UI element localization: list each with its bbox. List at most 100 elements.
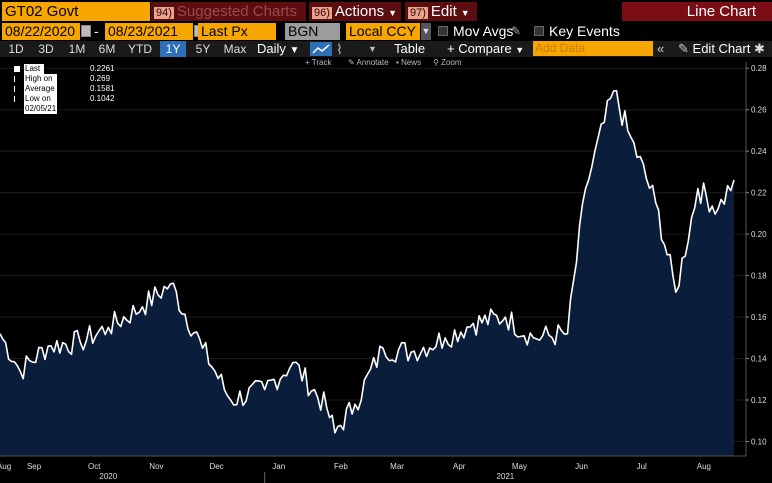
legend-swatch [14,66,20,72]
legend-average-marker-icon [14,86,21,92]
bar-chart-type-icon[interactable]: ⌇ [336,41,343,57]
y-tick-label: 0.26 [751,106,767,115]
key-events-label[interactable]: Key Events [549,23,620,39]
range-6m[interactable]: 6M [98,42,116,56]
track-label: Track [311,58,332,67]
y-tick-label: 0.24 [751,147,767,156]
pencil-icon: ✎ [678,41,689,56]
news-label: News [401,58,422,67]
start-date-field[interactable]: 08/22/2020 [2,23,80,40]
price-series-line [0,89,735,434]
edit-chart-button[interactable]: ✎ Edit Chart [678,41,750,57]
suggested-charts-label: Suggested Charts [176,3,297,20]
currency-dropdown-icon[interactable]: ▼ [421,23,431,40]
end-date-field[interactable]: 08/23/2021 [105,23,193,40]
key-events-checkbox[interactable] [534,26,544,36]
edit-label: Edit [430,3,457,20]
mov-avgs-label[interactable]: Mov Avgs [453,23,514,39]
legend-low-marker-icon [14,96,21,102]
chart-type-dropdown-icon[interactable]: ▼ [368,44,377,54]
period-label: Daily [257,41,286,56]
date-separator: - [94,23,99,39]
news-icon: ▪ [396,58,399,67]
window-title: Line Chart [622,2,772,21]
period-selector[interactable]: Daily ▼ [257,41,299,57]
x-tick-label: Mar [390,462,404,471]
x-tick-label: Aug [697,462,711,471]
menu-number: 97) [408,7,428,19]
zoom-label: Zoom [441,58,462,67]
y-axis-ticks: 0.28 0.26 0.24 0.22 0.20 0.18 0.16 0.14 0.12 0.10 [746,64,767,446]
menu-number: 96) [312,7,332,19]
y-tick-label: 0.20 [751,230,767,239]
annotate-label: Annotate [356,58,389,67]
x-tick-label: Nov [149,462,163,471]
y-tick-label: 0.16 [751,313,767,322]
x-tick-label: Jan [272,462,285,471]
y-tick-label: 0.18 [751,272,767,281]
compare-button[interactable]: + Compare ▼ [447,41,524,57]
source-field[interactable]: BGN [285,23,340,40]
field-selector[interactable]: Last Px [198,23,276,40]
y-tick-label: 0.28 [751,64,767,73]
x-tick-label: Aug [0,462,11,471]
range-3d[interactable]: 3D [38,42,54,56]
legend-high-marker-icon [14,76,21,82]
calendar-icon[interactable] [81,25,91,37]
compare-label: + Compare [447,41,512,56]
actions-label: Actions [334,3,385,20]
dropdown-arrow-icon: ▼ [515,45,525,55]
crosshair-icon: + [305,58,310,67]
zoom-icon: ⚲ [433,58,439,67]
dropdown-arrow-icon: ▼ [460,8,470,18]
x-year-label: 2020 [99,472,117,481]
x-axis-ticks: Aug Sep Oct Nov Dec Jan Feb Mar Apr May Jun Jul Aug 2… [0,462,711,483]
gear-icon[interactable]: ✱ [754,41,765,56]
x-year-label: 2021 [496,472,514,481]
y-tick-label: 0.14 [751,355,767,364]
zoom-tool[interactable]: ⚲ Zoom [433,58,462,68]
legend-label: Average [24,84,56,94]
price-area-fill [0,90,734,456]
x-tick-label: Oct [88,462,101,471]
legend-value: 0.2261 [90,64,115,73]
range-1d[interactable]: 1D [8,42,24,56]
range-ytd[interactable]: YTD [128,42,152,56]
dropdown-arrow-icon: ▼ [289,45,300,56]
x-tick-label: Dec [209,462,223,471]
y-tick-label: 0.22 [751,189,767,198]
x-tick-label: May [512,462,527,471]
range-1m[interactable]: 1M [68,42,86,56]
x-tick-label: Apr [453,462,466,471]
news-tool[interactable]: ▪ News [396,58,421,68]
pencil-icon[interactable]: ✎ [511,24,522,38]
range-max[interactable]: Max [223,42,247,56]
table-button[interactable]: Table [394,41,426,56]
legend-value: 0.1042 [90,94,115,103]
range-1y[interactable]: 1Y [160,41,186,57]
security-field[interactable]: GT02 Govt [2,2,150,21]
track-tool[interactable]: + Track [305,58,331,68]
range-5y[interactable]: 5Y [195,42,211,56]
y-tick-label: 0.12 [751,396,767,405]
x-tick-label: Jul [637,462,647,471]
currency-field[interactable]: Local CCY [346,23,420,40]
line-chart-icon [312,44,330,54]
x-tick-label: Sep [27,462,42,471]
x-tick-label: Feb [334,462,348,471]
add-data-input[interactable]: Add Data [533,41,653,56]
legend-label: Low on 02/05/21 [24,94,58,114]
dropdown-arrow-icon: ▼ [388,8,398,18]
mov-avgs-checkbox[interactable] [438,26,448,36]
suggested-charts-menu[interactable]: 94) Suggested Charts [151,2,306,21]
annotate-icon: ✎ [348,58,355,67]
annotate-tool[interactable]: ✎ Annotate [348,58,389,68]
edit-menu[interactable]: 97) Edit ▼ [405,2,477,21]
x-tick-label: Jun [575,462,588,471]
menu-number: 94) [154,7,174,19]
actions-menu[interactable]: 96) Actions ▼ [309,2,401,21]
legend-value: 0.1581 [90,84,115,93]
line-chart-type-button[interactable] [310,42,332,56]
collapse-icon[interactable]: « [657,41,665,56]
